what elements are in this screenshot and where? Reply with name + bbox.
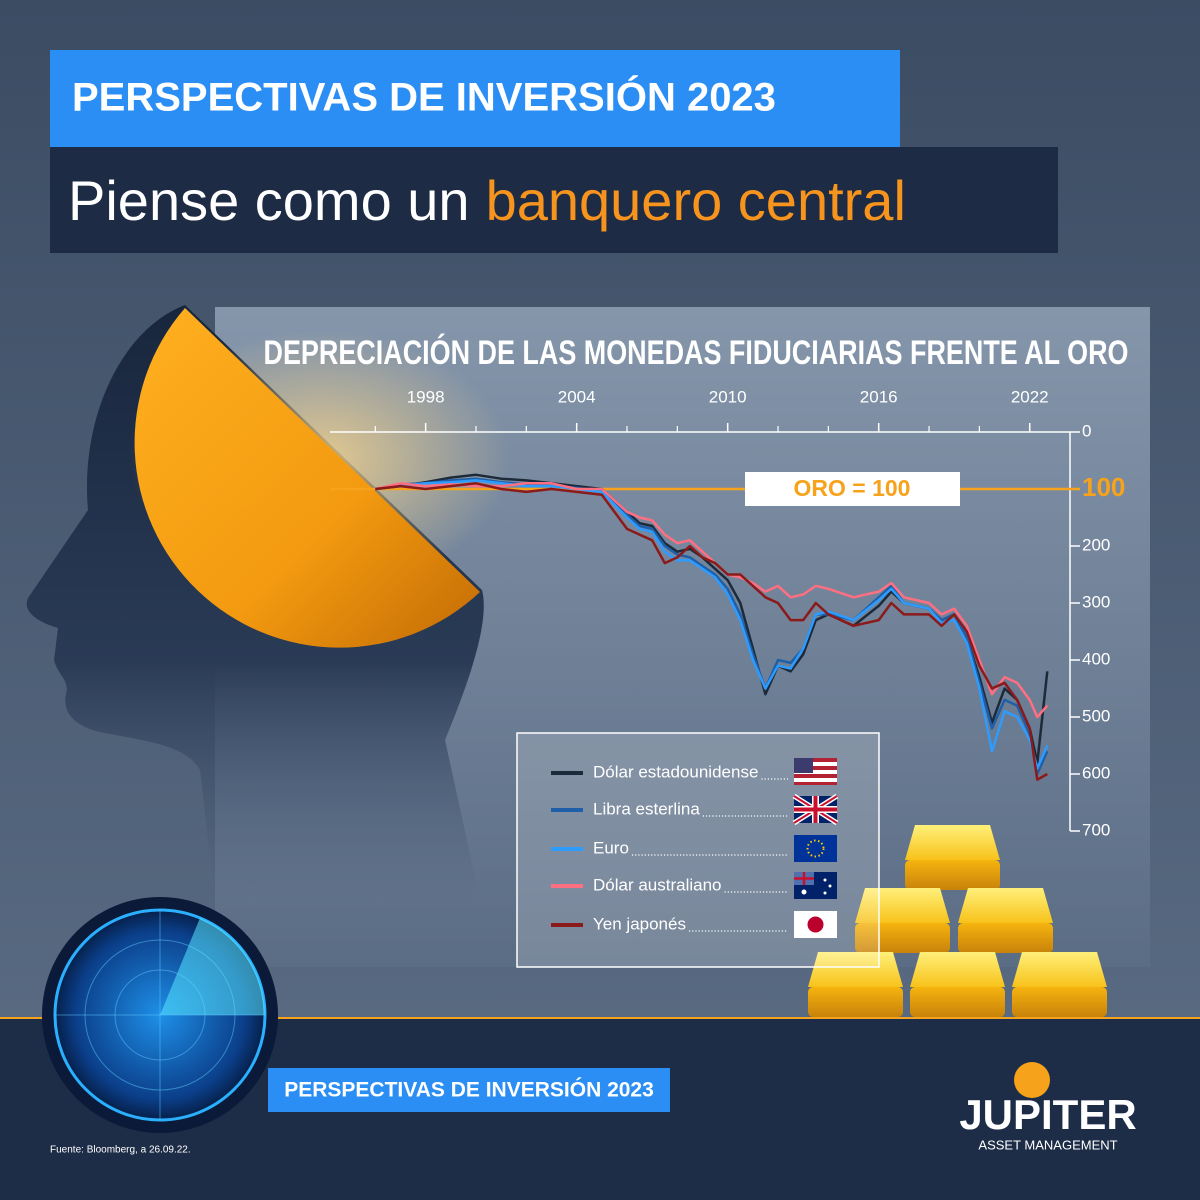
legend-label: Dólar australiano — [593, 875, 722, 894]
subtitle: Piense como un banquero central — [68, 169, 906, 232]
legend-label: Euro — [593, 838, 629, 857]
y-tick-label: 600 — [1082, 763, 1110, 782]
subtitle-box — [50, 147, 1058, 253]
subtitle-text: Piense como un — [68, 169, 470, 232]
x-tick-label: 2016 — [860, 387, 898, 406]
logo-planet — [1014, 1062, 1050, 1098]
subtitle-highlight: banquero central — [486, 169, 906, 232]
series-line — [375, 482, 1048, 781]
badge — [268, 1068, 670, 1112]
legend-label: Dólar estadounidense — [593, 762, 758, 781]
legend-label: Yen japonés — [593, 914, 686, 933]
title: PERSPECTIVAS DE INVERSIÓN 2023 — [72, 74, 776, 120]
x-tick-label: 1998 — [407, 387, 445, 406]
y-tick-label: 300 — [1082, 592, 1110, 611]
chart: DEPRECIACIÓN DE LAS MONEDAS FIDUCIARIAS … — [264, 334, 1129, 840]
y-tick-label: 100 — [1082, 472, 1125, 502]
reference-label: ORO = 100 — [794, 475, 911, 501]
series-line — [375, 482, 1049, 719]
x-tick-label: 2022 — [1011, 387, 1049, 406]
y-tick-label: 500 — [1082, 706, 1110, 725]
badge-text: PERSPECTIVAS DE INVERSIÓN 2023 — [284, 1078, 654, 1102]
y-tick-label: 400 — [1082, 649, 1110, 668]
y-tick-label: 200 — [1082, 535, 1110, 554]
y-tick-label: 700 — [1082, 820, 1110, 839]
reference-label-box — [745, 472, 960, 506]
title-box — [50, 50, 900, 147]
logo: JUPITER — [959, 1091, 1136, 1138]
legend-label: Libra esterlina — [593, 799, 700, 818]
head-cap — [134, 308, 480, 648]
flags — [792, 758, 839, 938]
y-tick-label: 0 — [1082, 421, 1091, 440]
radar — [42, 897, 278, 1133]
x-tick-label: 2010 — [709, 387, 747, 406]
chart-title: DEPRECIACIÓN DE LAS MONEDAS FIDUCIARIAS … — [264, 334, 1129, 372]
logo-sub: ASSET MANAGEMENT — [978, 1137, 1117, 1152]
series-line — [375, 479, 1049, 770]
x-tick-label: 2004 — [558, 387, 596, 406]
source: Fuente: Bloomberg, a 26.09.22. — [50, 1145, 191, 1156]
